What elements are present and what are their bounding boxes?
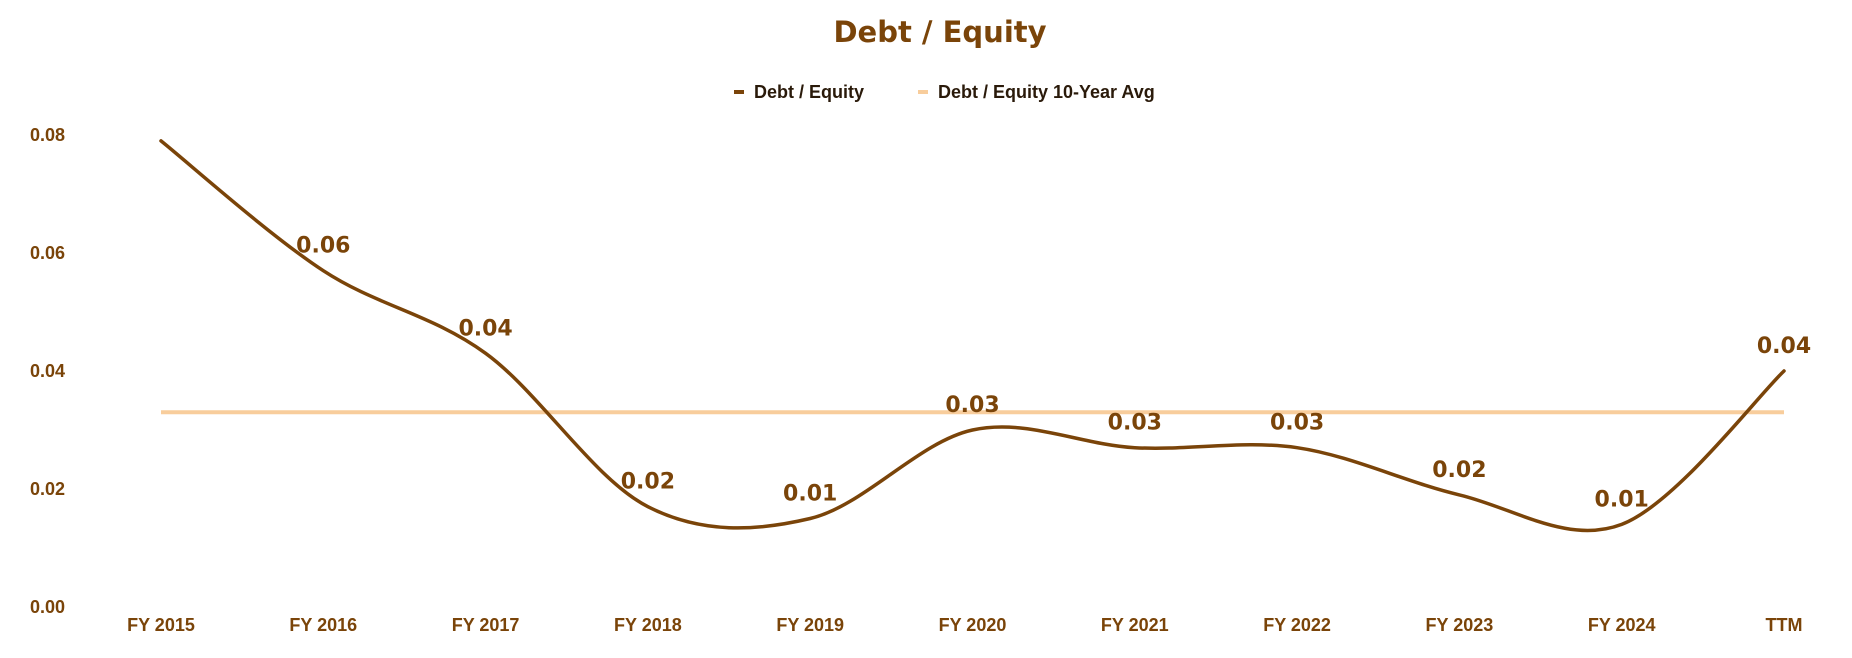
x-tick-label: FY 2021: [1101, 615, 1169, 635]
x-tick-label: TTM: [1766, 615, 1803, 635]
legend-label: Debt / Equity: [754, 82, 864, 102]
data-label: 0.04: [458, 316, 512, 341]
y-tick-label: 0.08: [30, 125, 65, 145]
data-label: 0.01: [783, 482, 837, 507]
data-label: 0.01: [1595, 487, 1649, 512]
data-label: 0.03: [1270, 411, 1324, 436]
x-tick-label: FY 2019: [776, 615, 844, 635]
x-axis-ticks: FY 2015 FY 2016 FY 2017 FY 2018 FY 2019 FY 20…: [127, 615, 1802, 635]
x-tick-label: FY 2017: [452, 615, 520, 635]
debt-equity-line: [159, 139, 1786, 533]
y-axis-ticks: 0.00 0.02 0.04 0.06 0.08: [30, 125, 65, 617]
data-label: 0.02: [1432, 458, 1486, 483]
data-label: 0.03: [945, 393, 999, 418]
x-tick-label: FY 2016: [289, 615, 357, 635]
data-labels: 0.06 0.04 0.02 0.01 0.03 0.03 0.03 0.02 0.01 0.04: [296, 234, 1811, 513]
legend: Debt / Equity Debt / Equity 10-Year Avg: [734, 82, 1155, 102]
chart-title: Debt / Equity: [833, 15, 1046, 49]
y-tick-label: 0.02: [30, 479, 65, 499]
x-tick-label: FY 2015: [127, 615, 195, 635]
data-label: 0.06: [296, 234, 350, 259]
debt-equity-series: [159, 139, 1786, 533]
x-tick-label: FY 2018: [614, 615, 682, 635]
x-tick-label: FY 2022: [1263, 615, 1331, 635]
data-label: 0.03: [1108, 411, 1162, 436]
y-tick-label: 0.00: [30, 597, 65, 617]
x-tick-label: FY 2023: [1426, 615, 1494, 635]
y-tick-label: 0.04: [30, 361, 65, 381]
data-label: 0.02: [621, 470, 675, 495]
y-tick-label: 0.06: [30, 243, 65, 263]
x-tick-label: FY 2020: [939, 615, 1007, 635]
x-tick-label: FY 2024: [1588, 615, 1656, 635]
legend-label: Debt / Equity 10-Year Avg: [938, 82, 1155, 102]
data-label: 0.04: [1757, 334, 1811, 359]
